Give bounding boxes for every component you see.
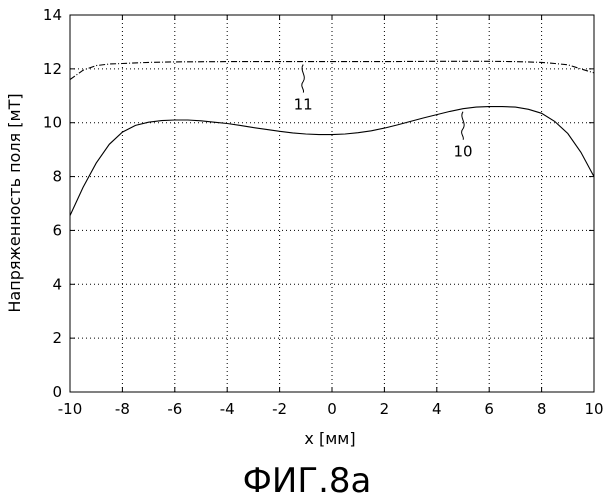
figure-caption: ФИГ.8а (243, 461, 372, 500)
y-tick-label: 10 (43, 114, 62, 132)
x-tick-label: 6 (484, 400, 494, 418)
x-tick-label: -2 (272, 400, 287, 418)
x-tick-label: 8 (537, 400, 547, 418)
y-tick-label: 8 (52, 168, 62, 186)
curve-label-10: 10 (453, 143, 472, 161)
y-tick-label: 2 (52, 329, 62, 347)
x-tick-label: 10 (584, 400, 603, 418)
y-tick-label: 0 (52, 383, 62, 401)
series-line-11 (70, 61, 594, 79)
series-group (70, 61, 594, 215)
leader-line-11 (302, 65, 305, 93)
x-tick-label: 4 (432, 400, 442, 418)
leader-line-10 (462, 112, 465, 140)
x-tick-label: -4 (220, 400, 235, 418)
curve-label-11: 11 (294, 96, 313, 114)
y-tick-label: 14 (43, 6, 62, 24)
x-tick-label: -8 (115, 400, 130, 418)
y-tick-label: 6 (52, 221, 62, 239)
x-tick-label: 0 (327, 400, 337, 418)
grid-lines (70, 15, 594, 392)
x-tick-label: 2 (380, 400, 390, 418)
x-axis-title: x [мм] (304, 429, 355, 448)
y-axis-title: Напряженность поля [мТ] (5, 93, 24, 312)
y-tick-label: 12 (43, 60, 62, 78)
y-tick-labels: 0 2 4 6 8 10 12 14 (43, 6, 62, 401)
x-tick-label: -6 (167, 400, 182, 418)
x-tick-labels: -10 -8 -6 -4 -2 0 2 4 6 8 10 (58, 400, 604, 418)
x-tick-label: -10 (58, 400, 83, 418)
y-tick-label: 4 (52, 275, 62, 293)
